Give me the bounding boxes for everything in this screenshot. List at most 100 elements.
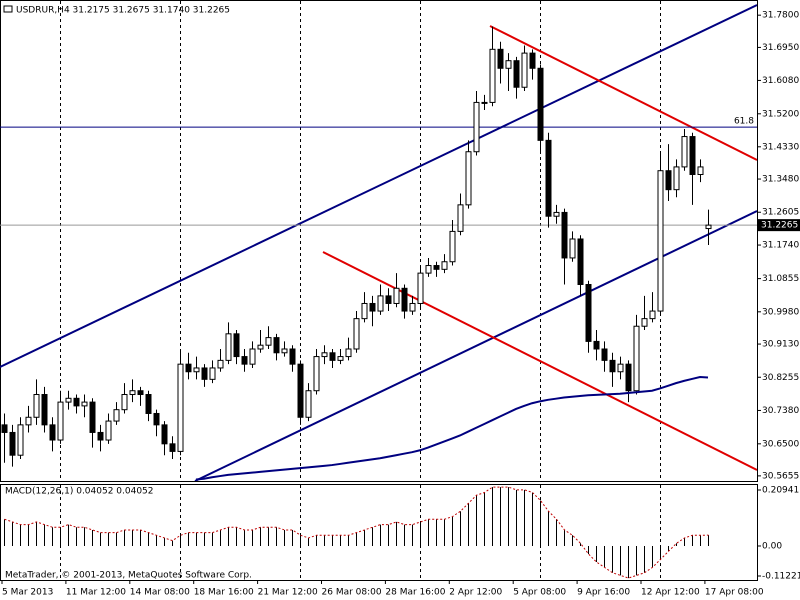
candle-body [657,170,664,312]
y-tick-label: 30.5655 [762,471,799,481]
macd-frame [0,484,758,581]
candle-body [529,52,536,69]
candle-body [81,401,88,407]
candle-body [73,397,80,407]
candle-body [385,295,392,304]
x-tick-label: 17 Apr 08:00 [705,588,764,598]
candle-body [449,230,456,263]
candle-body [169,443,176,452]
x-tick-label: 28 Mar 16:00 [385,588,445,598]
candle-body [305,390,312,418]
x-tick-label: 26 Mar 08:00 [322,588,382,598]
candle-body [361,302,368,320]
candle-body [545,139,552,217]
candle-body [457,204,464,232]
candle-body [641,318,648,327]
candle-body [609,359,616,373]
candle-body [561,211,568,259]
macd-tick-label: -0.11221 [762,571,800,581]
candle-body [289,348,296,365]
candle-body [185,363,192,373]
candle-body [129,390,136,396]
candle-body [145,394,152,414]
y-tick-label: 30.9130 [762,340,799,350]
candle-body [537,67,544,141]
candle-body [481,101,488,104]
x-tick-label: 21 Mar 12:00 [258,588,318,598]
candle-body [697,166,704,175]
candle-body [313,356,320,392]
chart-title: USDRUR,H4 31.2175 31.2675 31.1740 31.226… [16,6,230,16]
candle-body [553,211,560,217]
candle-body [465,151,472,206]
candle-body [49,424,56,441]
y-tick-label: 31.7800 [762,11,799,21]
candle-body [257,344,264,350]
candle-body [705,224,712,230]
candle-body [89,401,96,433]
candle-body [241,356,248,365]
macd-tick-label: 0.20941 [762,485,799,495]
candle-body [409,302,416,312]
candle-body [425,265,432,274]
candle-body [177,363,184,452]
y-tick-label: 31.0855 [762,274,799,284]
candle-body [41,394,48,426]
y-tick-label: 30.9980 [762,307,799,317]
macd-signal [4,486,709,579]
candle-body [673,166,680,191]
x-tick-label: 2 Apr 12:00 [449,588,502,598]
x-tick-label: 18 Mar 16:00 [194,588,254,598]
candle-body [617,363,624,373]
header: USDRUR,H4 31.2175 31.2675 31.1740 31.226… [3,5,230,16]
candle-body [329,352,336,361]
candle-body [137,390,144,396]
macd-title: MACD(12,26,1) 0.04052 0.04052 [5,487,154,497]
header-icon [3,5,13,13]
candle-body [689,136,696,175]
candle-body [417,272,424,304]
x-tick-label: 14 Mar 08:00 [130,588,190,598]
y-tick-label: 31.5200 [762,109,799,119]
candle-body [521,52,528,88]
candle-body [209,367,216,380]
candle-body [217,359,224,369]
x-tick-label: 11 Mar 12:00 [66,588,126,598]
candle-body [113,409,120,422]
y-tick-label: 30.8255 [762,373,799,383]
candle-body [105,420,112,441]
y-tick-label: 30.7380 [762,406,799,416]
candle-body [233,333,240,358]
candle-body [513,60,520,88]
candle-body [273,337,280,354]
candle-body [505,60,512,69]
candle-body [121,394,128,411]
candle-body [33,394,40,418]
candle-body [201,367,208,380]
last-price-label: 31.2265 [761,221,798,231]
candle-body [65,397,72,403]
candle-body [377,295,384,312]
footer: MetaTrader, © 2001-2013, MetaQuotes Soft… [5,571,252,581]
y-tick-label: 31.2605 [762,208,799,218]
candle-body [249,348,256,365]
candle-body [681,136,688,168]
candle-body [649,310,656,320]
candle-body [393,287,400,304]
candle-body [345,348,352,358]
x-tick-label: 5 Apr 08:00 [513,588,566,598]
fibo-label: 61.8 [734,117,754,127]
x-tick-label: 12 Apr 12:00 [641,588,700,598]
x-tick-label: 5 Mar 2013 [2,588,53,598]
candle-body [297,363,304,418]
candle-body [9,431,16,456]
candle-body [569,238,576,259]
candle-body [489,48,496,103]
x-tick-label: 9 Apr 16:00 [577,588,630,598]
y-tick-label: 31.3480 [762,175,799,185]
candle-body [593,340,600,350]
candle-body [337,356,344,361]
candle-body [433,265,440,270]
candle-body [497,48,504,69]
